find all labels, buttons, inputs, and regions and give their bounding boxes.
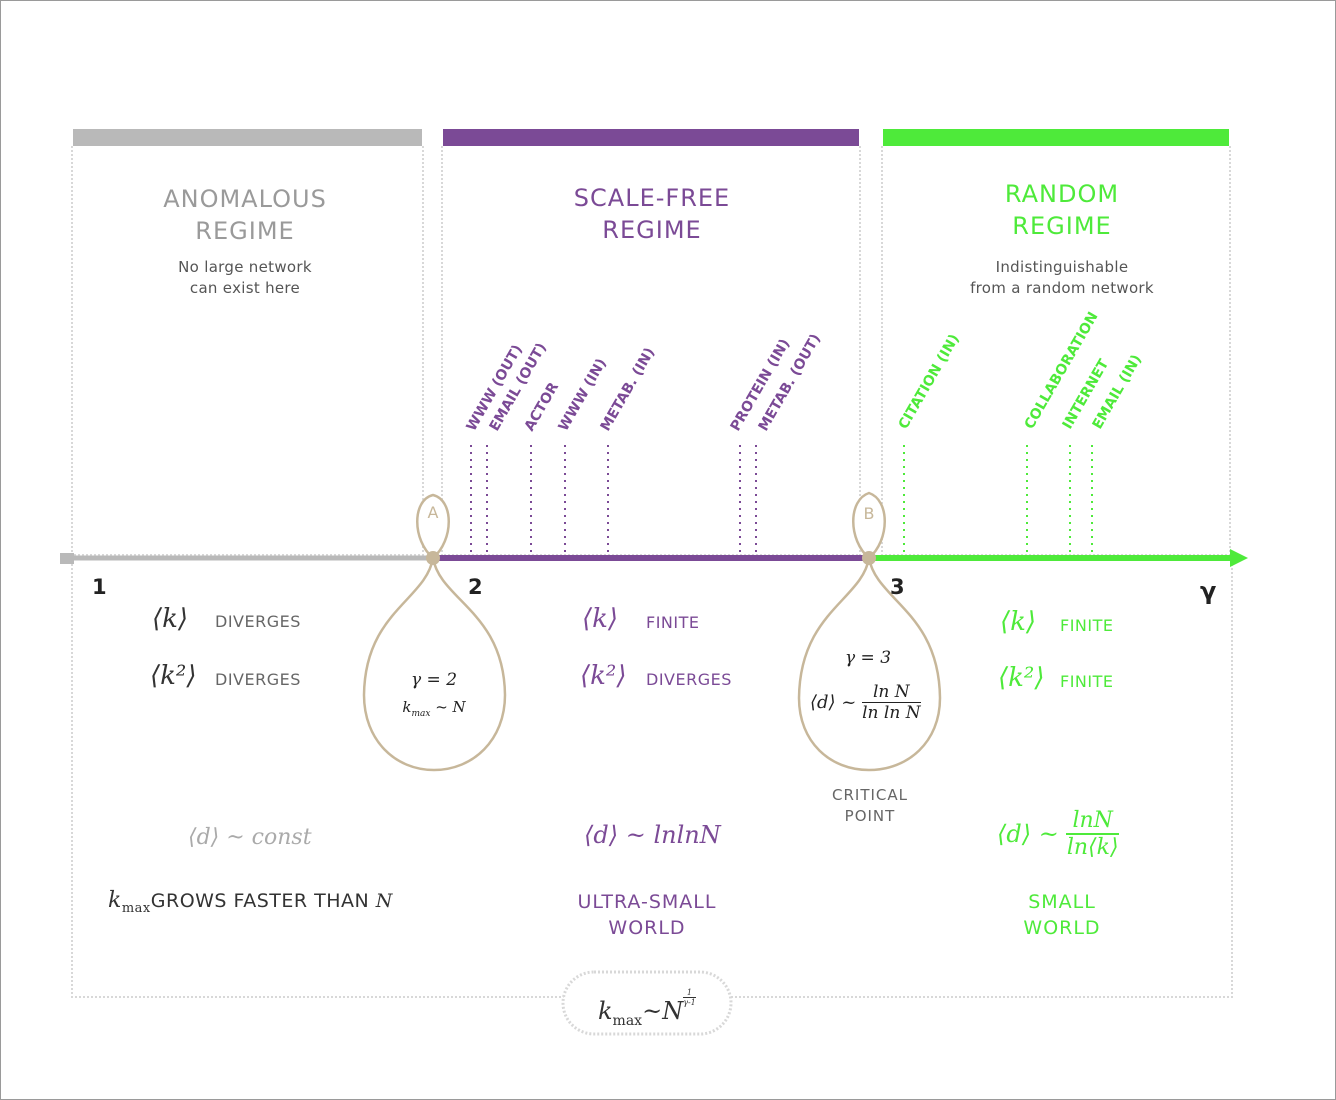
scalefree-title: SCALE-FREE REGIME [573,184,731,244]
anomalous-panel [71,146,424,556]
random-k-label: FINITE [1060,616,1114,635]
scalefree-k-label: FINITE [646,613,700,632]
point-a-dot [426,551,440,565]
axis-tick-2: 2 [468,575,483,599]
axis-tick-1: 1 [92,575,107,599]
kmax-scaling-formula: kmax~N 1 γ-1 [598,988,696,1029]
random-regime-bar [883,129,1229,146]
anomalous-k-label: DIVERGES [215,612,301,631]
axis-arrowhead [1230,549,1248,567]
small-world-caption: SMALL WORLD [1023,891,1101,939]
point-b-marker [797,491,942,772]
point-a-letter: A [428,503,439,522]
random-k2-label: FINITE [1060,672,1114,691]
scalefree-d-formula: ⟨d⟩ ~ lnlnN [584,821,721,849]
scalefree-k2-label: DIVERGES [646,670,732,689]
anomalous-d-formula: ⟨d⟩ ~ const [188,825,312,850]
point-b-d-formula: ⟨d⟩ ~ ln N ln ln N [810,682,921,723]
scalefree-k2-symbol: ⟨k²⟩ [580,661,627,691]
axis-start-cap [60,553,74,564]
anomalous-title: ANOMALOUS REGIME [163,185,327,245]
random-title: RANDOM REGIME [1004,180,1120,240]
random-d-formula: ⟨d⟩ ~ lnN ln⟨k⟩ [997,808,1119,860]
axis-label-gamma: γ [1200,577,1217,605]
anomalous-k2-symbol: ⟨k²⟩ [150,661,197,691]
point-b-dot [862,551,876,565]
random-subtitle: Indistinguishable from a random network [970,258,1154,297]
anomalous-k2-label: DIVERGES [215,670,301,689]
point-a-marker [362,493,507,772]
label-citation-in: CITATION (IN) [896,332,963,432]
point-a-kmax: kmax ~ N [402,698,466,719]
scalefree-k-symbol: ⟨k⟩ [582,604,619,634]
point-a-gamma: γ = 2 [410,670,458,690]
random-k-symbol: ⟨k⟩ [1000,607,1037,637]
point-b-letter: B [864,504,875,523]
ultra-small-world-caption: ULTRA-SMALL WORLD [577,891,717,939]
anomalous-regime-bar [73,129,422,146]
kmax-formula-pill [561,970,733,1036]
point-b-gamma: γ = 3 [844,648,892,668]
random-k2-symbol: ⟨k²⟩ [998,663,1045,693]
axis-tick-3: 3 [890,575,905,599]
anomalous-k-symbol: ⟨k⟩ [152,604,189,634]
critical-point-caption: CRITICAL POINT [832,786,908,825]
scalefree-regime-bar [443,129,859,146]
anomalous-kmax-statement: kmaxGROWS FASTER THAN N [108,888,393,916]
label-metab-in: METAB. (IN) [598,345,659,434]
anomalous-subtitle: No large network can exist here [178,258,312,297]
